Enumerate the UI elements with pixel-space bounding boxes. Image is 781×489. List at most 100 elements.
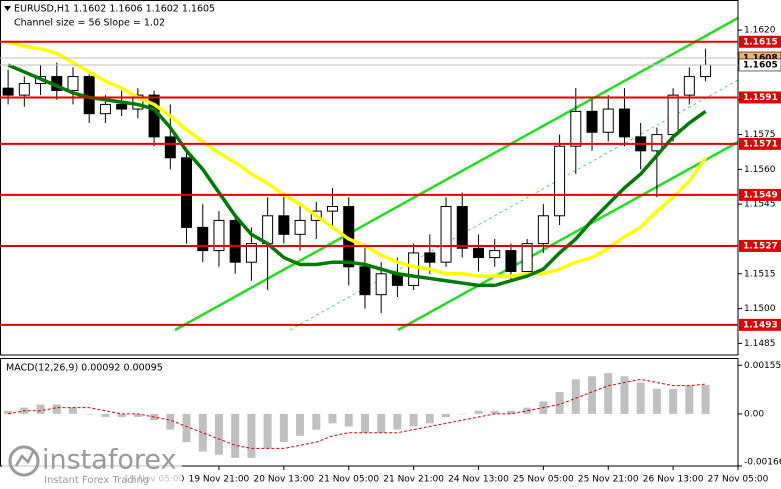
- x-tick-label: 21 Nov 05:00: [318, 475, 379, 485]
- macd-bar: [490, 410, 499, 414]
- moving-average: [7, 63, 707, 288]
- candle-body: [359, 266, 371, 296]
- y-tick-label: -0.00166: [744, 458, 781, 468]
- macd-frame: [0, 358, 739, 467]
- x-tick-label: 25 Nov 21:00: [578, 475, 639, 485]
- watermark-tagline: Instant Forex Trading: [44, 475, 149, 486]
- macd-bar: [296, 413, 305, 436]
- macd-bar: [4, 410, 13, 414]
- candle-body: [18, 83, 30, 96]
- candle-body: [164, 136, 176, 159]
- level-box: [739, 35, 781, 48]
- candle-body: [683, 76, 695, 96]
- chart-subtitle: Channel size = 56 Slope = 1.02: [14, 18, 165, 29]
- candle-body: [456, 206, 468, 249]
- macd-bar: [474, 410, 483, 414]
- x-tick-label: 20 Nov 13:00: [254, 475, 315, 485]
- macd-bar: [231, 413, 240, 458]
- candle-body: [700, 64, 712, 78]
- collapse-icon: [4, 6, 11, 11]
- macd-bar: [555, 391, 564, 414]
- y-tick-label: 1.1620: [744, 26, 776, 36]
- watermark: instaforex Instant Forex Trading: [2, 440, 182, 486]
- x-tick-label: 19 Nov 21:00: [189, 475, 250, 485]
- macd-bar: [636, 382, 645, 414]
- candle-body: [618, 108, 630, 138]
- candle-body: [278, 215, 290, 235]
- macd-bar: [425, 413, 434, 424]
- candle-body: [245, 243, 257, 263]
- ask-price-label: 1.1608: [743, 54, 778, 64]
- macd-bar: [101, 413, 110, 418]
- macd-bar: [685, 385, 694, 414]
- level-label: 1.1527: [743, 241, 778, 251]
- candle-body: [554, 145, 566, 217]
- macd-bar: [312, 413, 321, 430]
- level-box: [739, 318, 781, 331]
- candle-body: [505, 250, 517, 272]
- macd-bar: [133, 413, 142, 418]
- level-label: 1.1493: [743, 320, 778, 330]
- candle-body: [116, 103, 128, 110]
- x-tick-label: 26 Nov 13:00: [643, 475, 704, 485]
- y-tick-label: 1.1515: [744, 269, 776, 279]
- candle-body: [424, 252, 436, 263]
- macd-bar: [377, 413, 386, 433]
- macd-bar: [52, 404, 61, 414]
- y-tick-label: 1.1485: [744, 339, 776, 349]
- macd-bar: [506, 410, 515, 414]
- macd-bar: [571, 379, 580, 414]
- last-price-box: [738, 58, 781, 72]
- candle-body: [472, 247, 484, 259]
- candle-body: [570, 110, 582, 147]
- macd-bar: [328, 413, 337, 424]
- candle-body: [667, 94, 679, 136]
- candle-body: [327, 206, 339, 212]
- candle-body: [99, 103, 111, 115]
- y-tick-label: 0.00155: [744, 361, 781, 371]
- level-label: 1.1591: [743, 93, 778, 103]
- y-tick-label: 1.1575: [744, 130, 776, 140]
- macd-bar: [214, 413, 223, 455]
- channel-upper: [174, 16, 739, 332]
- macd-bar: [701, 385, 710, 414]
- candle-body: [2, 87, 14, 96]
- x-tick-label: 25 Nov 05:00: [513, 475, 574, 485]
- y-tick-label: 1.1545: [744, 200, 776, 210]
- x-tick-label: 27 Nov 05:00: [708, 475, 769, 485]
- moving-average: [7, 40, 707, 278]
- watermark-bg: [2, 440, 182, 486]
- candle-body: [181, 157, 193, 228]
- candle-body: [586, 110, 598, 133]
- macd-bar: [458, 413, 467, 415]
- level-box: [739, 137, 781, 150]
- macd-bar: [604, 373, 613, 414]
- macd-bar: [85, 413, 94, 415]
- y-tick-label: 0.00: [744, 409, 764, 419]
- macd-bar: [182, 413, 191, 443]
- level-box: [739, 91, 781, 104]
- candle-body: [67, 76, 79, 91]
- chart-title: EURUSD,H1 1.1602 1.1606 1.1602 1.1605: [14, 4, 215, 15]
- macd-bar: [620, 376, 629, 414]
- macd-bar: [117, 413, 126, 418]
- macd-bar: [442, 413, 451, 418]
- candle-body: [197, 226, 209, 252]
- watermark-logo: [8, 445, 40, 477]
- candle-body: [294, 219, 306, 235]
- macd-bar: [279, 413, 288, 443]
- candle-body: [408, 252, 420, 286]
- macd-bar: [344, 413, 353, 427]
- macd-bar: [263, 413, 272, 449]
- candle-body: [213, 219, 225, 252]
- macd-signal: [8, 378, 706, 449]
- candle-body: [375, 273, 387, 296]
- macd-bar: [36, 404, 45, 414]
- y-tick-label: 1.1500: [744, 304, 776, 314]
- x-tick-label: 24 Nov 13:00: [448, 475, 509, 485]
- macd-bar: [166, 413, 175, 430]
- candle-body: [229, 219, 241, 263]
- macd-bar: [669, 388, 678, 414]
